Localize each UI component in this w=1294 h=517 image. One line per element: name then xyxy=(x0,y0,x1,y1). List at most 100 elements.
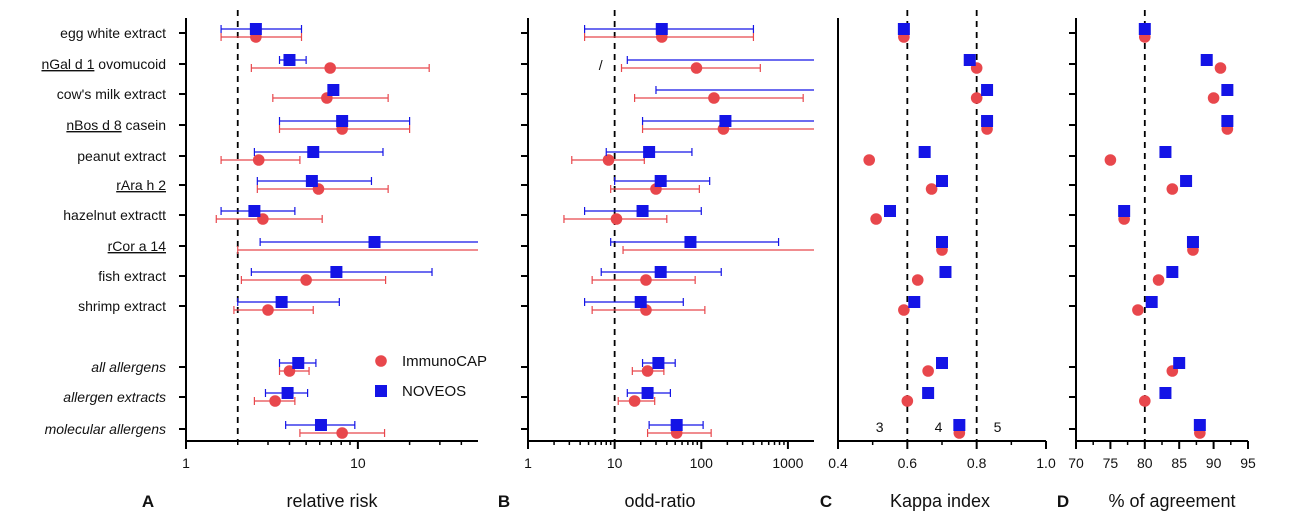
immunocap-point xyxy=(1166,183,1179,195)
immunocap-point xyxy=(1132,304,1144,316)
x-tick-label: 90 xyxy=(1206,455,1222,471)
immunocap-point xyxy=(863,154,875,166)
panel-letter: B xyxy=(498,492,510,511)
noveos-point xyxy=(719,115,732,127)
noveos-point xyxy=(643,146,656,158)
noveos-point xyxy=(636,205,649,217)
row-label: rCor a 14 xyxy=(108,238,167,254)
panel-letter: C xyxy=(820,492,832,511)
row-label: peanut extract xyxy=(77,148,166,164)
immunocap-point xyxy=(269,395,281,407)
noveos-point xyxy=(897,23,910,35)
immunocap-point xyxy=(602,154,615,166)
x-tick-label: 0.4 xyxy=(828,455,848,471)
row-labels: egg white extract nGal d 1 ovomucoid cow's… xyxy=(41,25,166,437)
noveos-point xyxy=(1159,387,1172,399)
noveos-point xyxy=(655,23,668,35)
kappa-zone-label: 4 xyxy=(935,419,943,435)
immunocap-point xyxy=(708,92,720,104)
noveos-point xyxy=(305,175,318,187)
noveos-point xyxy=(1221,115,1234,127)
x-tick-label: 1.0 xyxy=(1036,455,1056,471)
noveos-point xyxy=(981,115,994,127)
x-tick-label: 1000 xyxy=(772,455,803,471)
row-label-rest: ovomucoid xyxy=(94,56,166,72)
noveos-point xyxy=(654,175,667,187)
noveos-point xyxy=(1180,175,1193,187)
immunocap-point xyxy=(1214,62,1227,74)
row-label: all allergens xyxy=(91,359,166,375)
noveos-point xyxy=(654,266,667,278)
x-tick-label: 95 xyxy=(1240,455,1256,471)
axis-break-annotation: / xyxy=(599,57,603,73)
noveos-point xyxy=(922,387,935,399)
kappa-zone-label: 3 xyxy=(876,419,884,435)
noveos-point xyxy=(953,419,966,431)
noveos-point xyxy=(939,266,952,278)
noveos-point xyxy=(336,115,349,127)
x-tick-label: 0.6 xyxy=(898,455,918,471)
immunocap-point xyxy=(252,154,265,166)
immunocap-point xyxy=(1207,92,1220,104)
noveos-point xyxy=(1186,236,1199,248)
noveos-point xyxy=(908,296,921,308)
immunocap-point xyxy=(300,274,312,286)
x-tick-label: 80 xyxy=(1137,455,1153,471)
panel-b-odd-ratio: 1 10 100 1000 odd-ratio B / xyxy=(498,10,814,511)
noveos-point xyxy=(307,146,320,158)
x-tick-label: 1 xyxy=(182,455,190,471)
noveos-point xyxy=(1166,266,1179,278)
noveos-point xyxy=(375,385,387,397)
legend-label: ImmunoCAP xyxy=(402,353,487,370)
row-label: allergen extracts xyxy=(63,389,166,405)
noveos-point xyxy=(641,387,654,399)
noveos-point xyxy=(248,205,261,217)
x-tick-label: 0.8 xyxy=(967,455,987,471)
row-label: nBos d 8 casein xyxy=(66,117,166,133)
row-label-molecule: rAra h 2 xyxy=(116,177,166,193)
x-tick-label: 85 xyxy=(1171,455,1187,471)
kappa-zone-label: 5 xyxy=(994,419,1002,435)
noveos-point xyxy=(1118,205,1131,217)
panel-d-percent-agreement: 70 75 80 85 90 95 % of agreement D xyxy=(1057,10,1256,511)
noveos-point xyxy=(936,236,948,248)
immunocap-point xyxy=(628,395,641,407)
row-label-molecule: nBos d 8 xyxy=(66,117,121,133)
row-label-molecule: nGal d 1 xyxy=(41,56,94,72)
noveos-point xyxy=(368,236,381,248)
immunocap-point xyxy=(641,365,654,377)
immunocap-point xyxy=(911,274,924,286)
noveos-point xyxy=(1138,23,1151,35)
row-label: molecular allergens xyxy=(45,421,166,437)
legend: ImmunoCAP NOVEOS xyxy=(375,353,487,400)
panel-letter: D xyxy=(1057,492,1069,511)
immunocap-point xyxy=(922,365,934,377)
immunocap-point xyxy=(690,62,703,74)
row-label: hazelnut extractt xyxy=(63,207,166,223)
row-label: nGal d 1 ovomucoid xyxy=(41,56,166,72)
noveos-point xyxy=(1145,296,1158,308)
immunocap-point xyxy=(970,92,983,104)
noveos-point xyxy=(884,205,896,217)
row-label: shrimp extract xyxy=(78,298,166,314)
noveos-point xyxy=(249,23,262,35)
noveos-point xyxy=(283,54,296,66)
x-axis-title: relative risk xyxy=(286,491,378,511)
immunocap-point xyxy=(640,274,652,286)
panel-c-kappa-index: 0.4 0.6 0.8 1.0 Kappa index C 3 4 5 xyxy=(820,10,1056,511)
noveos-point xyxy=(327,84,340,96)
noveos-point xyxy=(684,236,697,248)
noveos-point xyxy=(963,54,976,66)
immunocap-point xyxy=(870,213,882,225)
noveos-point xyxy=(292,357,305,369)
immunocap-point xyxy=(1104,154,1117,166)
noveos-point xyxy=(981,84,994,96)
immunocap-point xyxy=(898,304,910,316)
noveos-point xyxy=(330,266,343,278)
noveos-point xyxy=(1200,54,1213,66)
noveos-point xyxy=(918,146,931,158)
x-tick-label: 70 xyxy=(1068,455,1084,471)
x-tick-label: 10 xyxy=(607,455,623,471)
row-label-molecule: rCor a 14 xyxy=(108,238,167,254)
